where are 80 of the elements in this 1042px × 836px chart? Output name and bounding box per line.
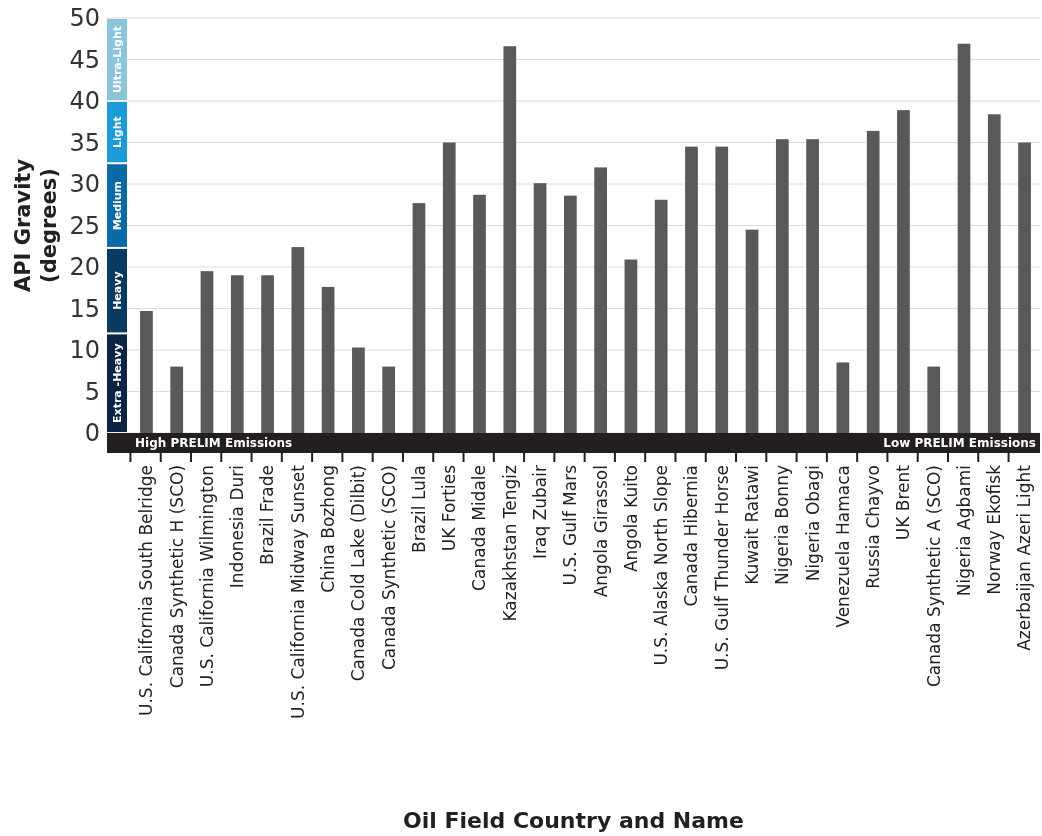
x-tick-label: UK Brent — [893, 464, 914, 541]
bar — [957, 43, 971, 433]
x-tick-label: Kazakhstan Tengiz — [499, 464, 520, 622]
x-tick-label: Canada Hibernia — [681, 465, 702, 607]
bar — [775, 139, 789, 433]
y-tick-label: 10 — [69, 336, 100, 365]
annotation: Ultra-Light — [110, 25, 124, 94]
annotation: Extra -Heavy — [110, 343, 124, 423]
bar — [806, 139, 819, 433]
y-tick-label: 25 — [69, 211, 100, 240]
x-tick-label: Angola Girassol — [590, 465, 611, 598]
bar — [1018, 142, 1031, 433]
bar — [473, 194, 486, 433]
x-tick-label: Nigeria Agbami — [953, 465, 974, 597]
x-tick-label: U.S. Gulf Thunder Horse — [711, 465, 732, 671]
annotation: Heavy — [110, 271, 124, 310]
annotation: Light — [110, 116, 124, 148]
y-tick-label: 45 — [69, 45, 100, 74]
bar — [442, 142, 456, 433]
x-tick-label: Russia Chayvo — [863, 465, 884, 589]
bar — [685, 146, 698, 433]
x-tick-label: Brazil Lula — [408, 465, 429, 553]
x-tick-label: Canada Synthetic A (SCO) — [923, 465, 944, 688]
x-tick-label: Canada Cold Lake (Dilbit) — [348, 465, 369, 682]
y-tick-label: 30 — [69, 170, 100, 199]
x-tick-label: Indonesia Duri — [227, 465, 248, 589]
x-axis-title: Oil Field Country and Name — [403, 808, 744, 833]
x-tick-label: U.S. California Wilmington — [196, 465, 217, 688]
y-tick-label: 5 — [84, 377, 100, 406]
x-tick-label: U.S. California South Belridge — [136, 465, 157, 716]
bar — [352, 347, 365, 433]
bar — [836, 362, 850, 433]
x-tick-label: Norway Ekofisk — [984, 464, 1005, 595]
y-tick-label: 15 — [69, 294, 100, 323]
bar — [654, 199, 668, 433]
y-tick-label: 35 — [69, 128, 100, 157]
bar — [170, 366, 184, 433]
x-tick-label: U.S. California Midway Sunset — [287, 464, 308, 719]
bar — [291, 247, 305, 433]
bar — [261, 275, 274, 433]
x-tick-label: Azerbaijan Azeri Light — [1014, 464, 1035, 651]
bar — [230, 275, 244, 433]
bar — [533, 183, 547, 433]
x-tick-label: Nigeria Bonny — [772, 465, 793, 585]
annotation: Medium — [110, 180, 124, 231]
bar — [412, 203, 426, 433]
text: Low PRELIM Emissions — [883, 436, 1036, 450]
x-tick-label: Canada Midale — [469, 465, 490, 591]
x-tick-label: Iraq Zubair — [530, 465, 551, 559]
text: High PRELIM Emissions — [135, 436, 293, 450]
x-tick-label: Brazil Frade — [257, 465, 278, 566]
y-tick-label: 40 — [69, 87, 100, 116]
y-tick-label: 50 — [69, 4, 100, 33]
bar — [624, 259, 638, 433]
bar — [927, 366, 941, 433]
bar — [987, 114, 1001, 433]
x-tick-label: Kuwait Ratawi — [741, 465, 762, 585]
x-tick-label: China Bozhong — [318, 465, 339, 593]
x-tick-label: Canada Synthetic H (SCO) — [166, 465, 187, 689]
x-tick-label: Angola Kuito — [620, 465, 641, 573]
bar — [200, 271, 214, 433]
bar — [140, 310, 153, 433]
y-tick-label: 20 — [69, 253, 100, 282]
bar — [503, 46, 517, 433]
bar — [866, 130, 880, 433]
y-axis-title: API Gravity (degrees) — [11, 158, 61, 293]
bar — [382, 366, 396, 433]
x-tick-label: U.S. Alaska North Slope — [651, 465, 672, 666]
x-tick-label: U.S. Gulf Mars — [560, 464, 581, 586]
bar — [321, 286, 335, 433]
bar — [715, 146, 729, 433]
y-tick-label: 0 — [84, 419, 100, 448]
bar — [897, 110, 910, 433]
x-tick-label: Canada Synthetic (SCO) — [378, 465, 399, 671]
bar — [594, 167, 607, 433]
x-tick-label: Venezuela Hamaca — [832, 465, 853, 628]
x-tick-label: UK Forties — [439, 464, 460, 552]
bar — [564, 195, 577, 433]
bar — [745, 229, 759, 433]
x-tick-label: Nigeria Obagi — [802, 465, 823, 582]
